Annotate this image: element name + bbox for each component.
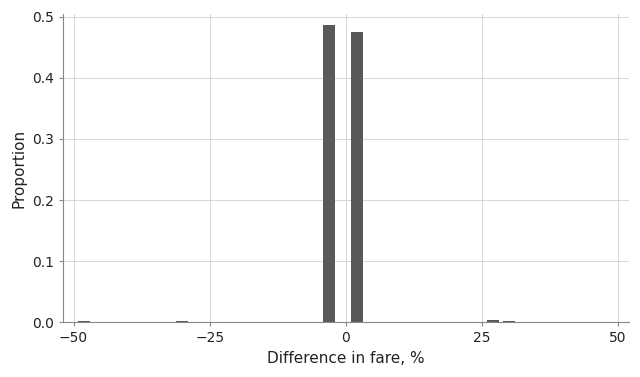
X-axis label: Difference in fare, %: Difference in fare, % (267, 351, 424, 366)
Bar (351, 32, 363, 322)
Bar (323, 25, 335, 322)
Bar (79, 321, 90, 322)
Bar (503, 321, 515, 322)
Bar (177, 321, 188, 322)
Y-axis label: Proportion: Proportion (11, 129, 26, 208)
Bar (487, 320, 499, 322)
